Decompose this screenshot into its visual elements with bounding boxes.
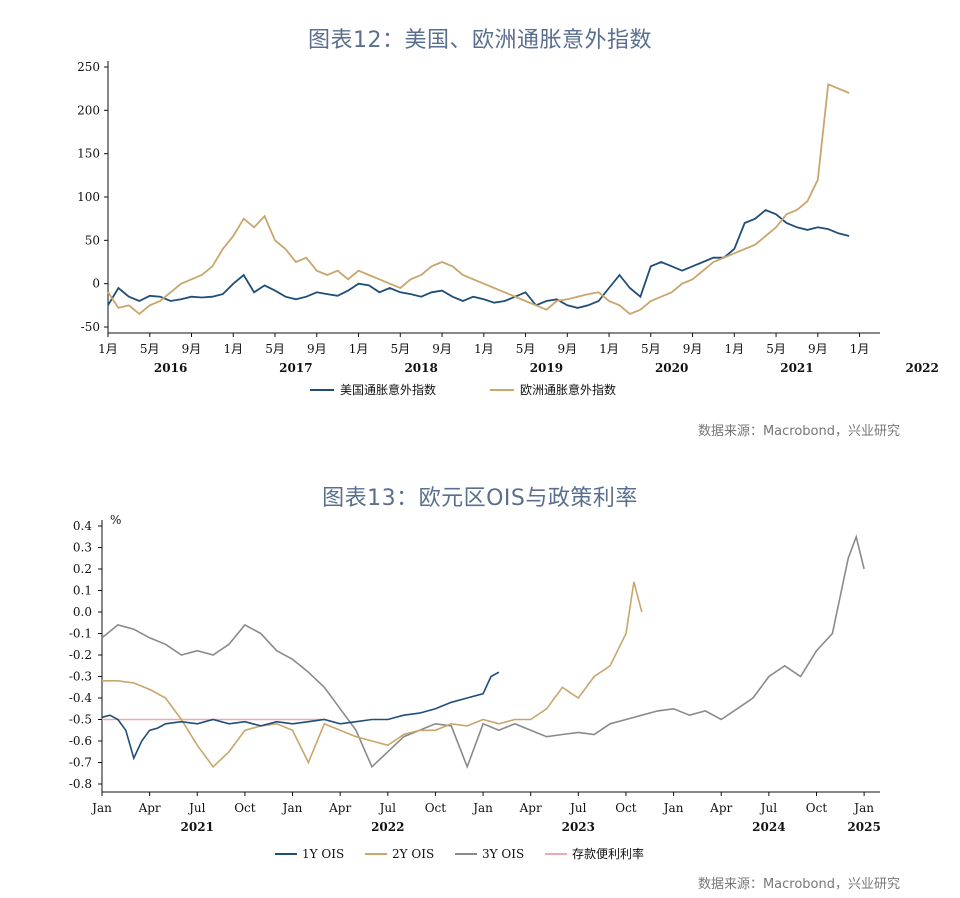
y-tick-label: 0: [92, 277, 100, 291]
x-tick-label: Apr: [519, 801, 542, 815]
figure-12-title: 图表12：美国、欧洲通胀意外指数: [308, 28, 652, 53]
inflation-surprise-chart: 250 200 150 100 50 0 -50 1月 5月 9月 1月 5月 9月 1月 5月 9月 1月 5月…: [77, 60, 939, 397]
x-tick-label: 9月: [432, 342, 452, 356]
legend-label: 欧洲通胀意外指数: [520, 382, 616, 397]
year-label: 2020: [655, 361, 688, 375]
x-tick-label: Apr: [328, 801, 351, 815]
x-tick-label: 9月: [808, 342, 828, 356]
x-tick-label: Oct: [615, 801, 637, 815]
x-tick-label: Jan: [852, 801, 874, 815]
year-label: 2019: [530, 361, 563, 375]
year-label: 2023: [562, 820, 595, 834]
legend-label: 3Y OIS: [482, 847, 524, 861]
x-tick-label: Oct: [806, 801, 828, 815]
x-tick-label: 1月: [349, 342, 369, 356]
unit-label: %: [110, 513, 121, 527]
y-tick-label: 0.0: [73, 605, 92, 619]
x-tick-label: Oct: [234, 801, 256, 815]
y-tick-label: -0.4: [69, 691, 93, 705]
y-tick-label: 250: [77, 60, 100, 74]
x-tick-label: 9月: [683, 342, 703, 356]
legend-label: 美国通胀意外指数: [340, 382, 436, 397]
x-tick-label: Jul: [187, 801, 206, 815]
year-label: 2022: [371, 820, 404, 834]
x-tick-label: 1月: [98, 342, 118, 356]
x-tick-label: Jul: [568, 801, 587, 815]
y-tick-label: 100: [77, 190, 100, 204]
x-tick-label: Jul: [759, 801, 778, 815]
x-tick-label: 9月: [307, 342, 327, 356]
figure-12-source: 数据来源：Macrobond，兴业研究: [697, 424, 900, 439]
x-tick-label: Jan: [471, 801, 493, 815]
y-tick-label: -0.8: [69, 777, 92, 791]
y-tick-label: -0.5: [69, 713, 92, 727]
series-line: [107, 208, 850, 309]
year-label: 2016: [154, 361, 187, 375]
x-tick-label: 1月: [223, 342, 243, 356]
legend-label: 存款便利利率: [572, 846, 644, 861]
x-tick-label: Jul: [378, 801, 397, 815]
year-label: 2018: [404, 361, 437, 375]
x-tick-label: 5月: [265, 342, 285, 356]
y-tick-label: -0.7: [69, 756, 92, 770]
x-tick-label: Apr: [138, 801, 161, 815]
y-tick-label: -50: [81, 320, 100, 334]
x-tick-label: Jan: [281, 801, 303, 815]
year-label: 2025: [847, 820, 880, 834]
y-tick-label: 150: [77, 147, 100, 161]
y-tick-label: 200: [77, 103, 100, 117]
series-line: [107, 83, 850, 316]
x-tick-label: Apr: [709, 801, 732, 815]
year-label: 2021: [181, 820, 214, 834]
x-tick-label: 1月: [724, 342, 744, 356]
y-tick-label: -0.1: [69, 627, 92, 641]
x-tick-label: Jan: [90, 801, 112, 815]
y-tick-label: -0.3: [69, 670, 92, 684]
legend-label: 2Y OIS: [392, 847, 434, 861]
y-tick-label: 0.4: [73, 519, 92, 533]
x-tick-label: 5月: [140, 342, 160, 356]
x-tick-label: 9月: [182, 342, 202, 356]
year-label: 2022: [905, 361, 938, 375]
x-tick-label: 1月: [850, 342, 870, 356]
x-tick-label: 9月: [557, 342, 577, 356]
euro-ois-chart: % 0.4 0.3 0.2 0.1 0.0 -0.1 -0.2 -0.3 -0.4 -0.5 -0.6…: [69, 513, 881, 861]
x-tick-label: 5月: [641, 342, 661, 356]
legend-label: 1Y OIS: [302, 847, 344, 861]
x-tick-label: 1月: [599, 342, 619, 356]
y-tick-label: 0.1: [73, 584, 92, 598]
series-line: [101, 534, 865, 770]
year-label: 2024: [752, 820, 785, 834]
y-tick-label: 0.2: [73, 562, 92, 576]
y-tick-label: -0.2: [69, 648, 92, 662]
y-tick-label: 50: [85, 233, 100, 247]
year-label: 2021: [780, 361, 813, 375]
series-line: [101, 671, 500, 761]
x-tick-label: Oct: [425, 801, 447, 815]
x-tick-label: 5月: [766, 342, 786, 356]
figure-13-source: 数据来源：Macrobond，兴业研究: [697, 877, 900, 892]
y-tick-label: -0.6: [69, 734, 92, 748]
y-tick-label: 0.3: [73, 541, 92, 555]
year-label: 2017: [279, 361, 312, 375]
x-tick-label: 1月: [474, 342, 494, 356]
x-tick-label: 5月: [516, 342, 536, 356]
x-tick-label: Jan: [662, 801, 684, 815]
x-tick-label: 5月: [390, 342, 410, 356]
series-line: [102, 581, 643, 769]
figure-13-title: 图表13：欧元区OIS与政策利率: [322, 486, 638, 511]
